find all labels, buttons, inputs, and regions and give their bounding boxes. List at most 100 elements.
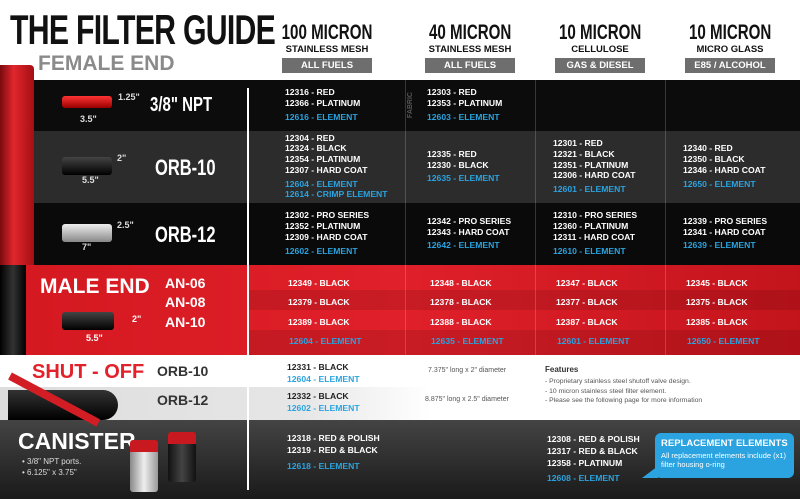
part-number: 12316 - RED: [285, 87, 335, 98]
part-number: 12379 - BLACK: [288, 297, 350, 307]
diameter-dimension: 2.5": [117, 220, 134, 230]
part-cell: 12303 - RED 12353 - PLATINUM 12603 - ELEME…: [427, 87, 502, 122]
part-number: 12302 - PRO SERIES: [285, 210, 370, 221]
canister-specs: • 3/8" NPT ports. • 6.125" x 3.75": [22, 456, 81, 478]
row-orb10: [0, 131, 800, 203]
row-npt: [0, 80, 800, 131]
callout-title: REPLACEMENT ELEMENTS: [661, 438, 788, 449]
canister-black-image: [168, 432, 196, 482]
feature-item: - Please see the following page for more…: [545, 397, 703, 404]
part-number: 12387 - BLACK: [556, 317, 618, 327]
part-number: 12389 - BLACK: [288, 317, 350, 327]
row-label-text: ORB-10: [155, 155, 216, 180]
fuel-badge: ALL FUELS: [282, 58, 372, 73]
element-number: 12616 - ELEMENT: [285, 111, 358, 122]
micron-label: 10 MICRON: [665, 22, 795, 44]
part-number: 12319 - RED & BLACK: [287, 445, 378, 455]
diameter-dimension: 1.25": [118, 91, 140, 102]
part-number: 12351 - PLATINUM: [553, 159, 629, 170]
length-dimension: 5.5": [86, 333, 103, 343]
part-number: 12309 - HARD COAT: [285, 231, 368, 242]
element-number: 12635 - ELEMENT: [431, 336, 504, 346]
fuel-badge: GAS & DIESEL: [555, 58, 645, 73]
part-number: 12345 - BLACK: [686, 278, 748, 288]
part-cell: 12301 - RED 12321 - BLACK 12351 - PLATINUM…: [553, 138, 635, 195]
element-number: 12614 - CRIMP ELEMENT: [285, 188, 388, 199]
feature-item: - 10 micron stainless steel filter eleme…: [545, 387, 667, 395]
column-header: 100 MICRON STAINLESS MESH ALL FUELS: [262, 22, 392, 73]
canister-col1: 12318 - RED & POLISH 12319 - RED & BLACK…: [287, 432, 380, 472]
part-number: 12352 - PLATINUM: [285, 221, 361, 232]
dimensions-text: 8.875" long x 2.5" diameter: [425, 396, 509, 403]
canister-spec: • 6.125" x 3.75": [22, 468, 77, 477]
row-label: ORB-12: [155, 222, 236, 248]
part-number: 12377 - BLACK: [556, 297, 618, 307]
part-number: 12308 - RED & POLISH: [547, 434, 640, 444]
part-number: 12388 - BLACK: [430, 317, 492, 327]
shutoff-cell: 12332 - BLACK 12602 - ELEMENT: [287, 390, 360, 414]
filter-image: [62, 224, 112, 242]
row-label: ORB-10: [155, 155, 236, 181]
element-number: 12618 - ELEMENT: [287, 461, 360, 471]
part-number: 12321 - BLACK: [553, 148, 615, 159]
feature-item: - Proprietary stainless steel shutoff va…: [545, 378, 691, 385]
column-divider: [535, 80, 536, 355]
micron-text: 10 MICRON: [558, 21, 642, 44]
part-number: 12341 - HARD COAT: [683, 226, 766, 237]
micron-label: 10 MICRON: [535, 22, 665, 44]
element-number: 12650 - ELEMENT: [687, 336, 760, 346]
diameter-dimension: 2": [117, 153, 127, 163]
part-cell: 12339 - PRO SERIES 12341 - HARD COAT 12639…: [683, 216, 767, 251]
micron-label: 100 MICRON: [262, 22, 392, 44]
shutoff-fitting-label: ORB-10: [157, 363, 209, 379]
part-number: 12307 - HARD COAT: [285, 164, 368, 175]
male-filter-image: [62, 312, 114, 330]
element-number: 12604 - ELEMENT: [287, 374, 360, 384]
features-list: - Proprietary stainless steel shutoff va…: [545, 377, 702, 406]
material-label: CELLULOSE: [571, 44, 629, 55]
column-header: 40 MICRON STAINLESS MESH ALL FUELS: [405, 22, 535, 73]
male-band: [248, 290, 800, 310]
part-number: 12348 - BLACK: [430, 278, 492, 288]
column-header: 10 MICRON MICRO GLASS E85 / ALCOHOL: [665, 22, 795, 73]
part-cell: 12310 - PRO SERIES 12360 - PLATINUM 12311 …: [553, 210, 637, 256]
diameter-dimension: 2": [132, 314, 142, 324]
part-number: 12330 - BLACK: [427, 159, 489, 170]
part-number: 12310 - PRO SERIES: [553, 210, 638, 221]
micron-label: 40 MICRON: [405, 22, 535, 44]
part-number: 12317 - RED & BLACK: [547, 446, 638, 456]
part-number: 12340 - RED: [683, 143, 733, 154]
callout-pointer: [642, 466, 658, 478]
part-number: 12375 - BLACK: [686, 297, 748, 307]
part-number: 12366 - PLATINUM: [285, 98, 361, 109]
element-number: 12604 - ELEMENT: [289, 336, 362, 346]
canister-spec: • 3/8" NPT ports.: [22, 457, 82, 466]
part-number: 12324 - BLACK: [285, 143, 347, 154]
part-cell: 12342 - PRO SERIES 12343 - HARD COAT 12642…: [427, 216, 511, 251]
material-label: STAINLESS MESH: [285, 44, 369, 55]
fuel-badge: E85 / ALCOHOL: [685, 58, 775, 73]
material-label: MICRO GLASS: [696, 44, 764, 55]
element-number: 12602 - ELEMENT: [287, 403, 360, 413]
part-number: 12353 - PLATINUM: [427, 98, 503, 109]
canister-title: CANISTER: [18, 428, 136, 454]
male-end-title: MALE END: [40, 275, 150, 298]
element-number: 12608 - ELEMENT: [547, 473, 620, 483]
row-label: 3/8" NPT: [150, 94, 233, 117]
element-number: 12642 - ELEMENT: [427, 240, 500, 251]
part-number: 12306 - HARD COAT: [553, 170, 636, 181]
filter-image: [62, 157, 112, 175]
micron-text: 40 MICRON: [428, 21, 512, 44]
row-label-text: 3/8" NPT: [150, 93, 213, 116]
part-cell: 12340 - RED 12350 - BLACK 12346 - HARD COA…: [683, 143, 765, 189]
part-number: 12304 - RED: [285, 132, 335, 143]
material-label: STAINLESS MESH: [428, 44, 512, 55]
replacement-callout: REPLACEMENT ELEMENTS All replacement ele…: [655, 433, 794, 478]
part-number: 12354 - PLATINUM: [285, 154, 361, 165]
part-number: 12349 - BLACK: [288, 278, 350, 288]
part-cell: 12335 - RED 12330 - BLACK 12635 - ELEMENT: [427, 149, 500, 184]
element-number: 12601 - ELEMENT: [557, 336, 630, 346]
part-number: 12331 - BLACK: [287, 362, 349, 372]
filter-image: [0, 65, 34, 265]
part-cell: 12304 - RED 12324 - BLACK 12354 - PLATINUM…: [285, 133, 388, 199]
